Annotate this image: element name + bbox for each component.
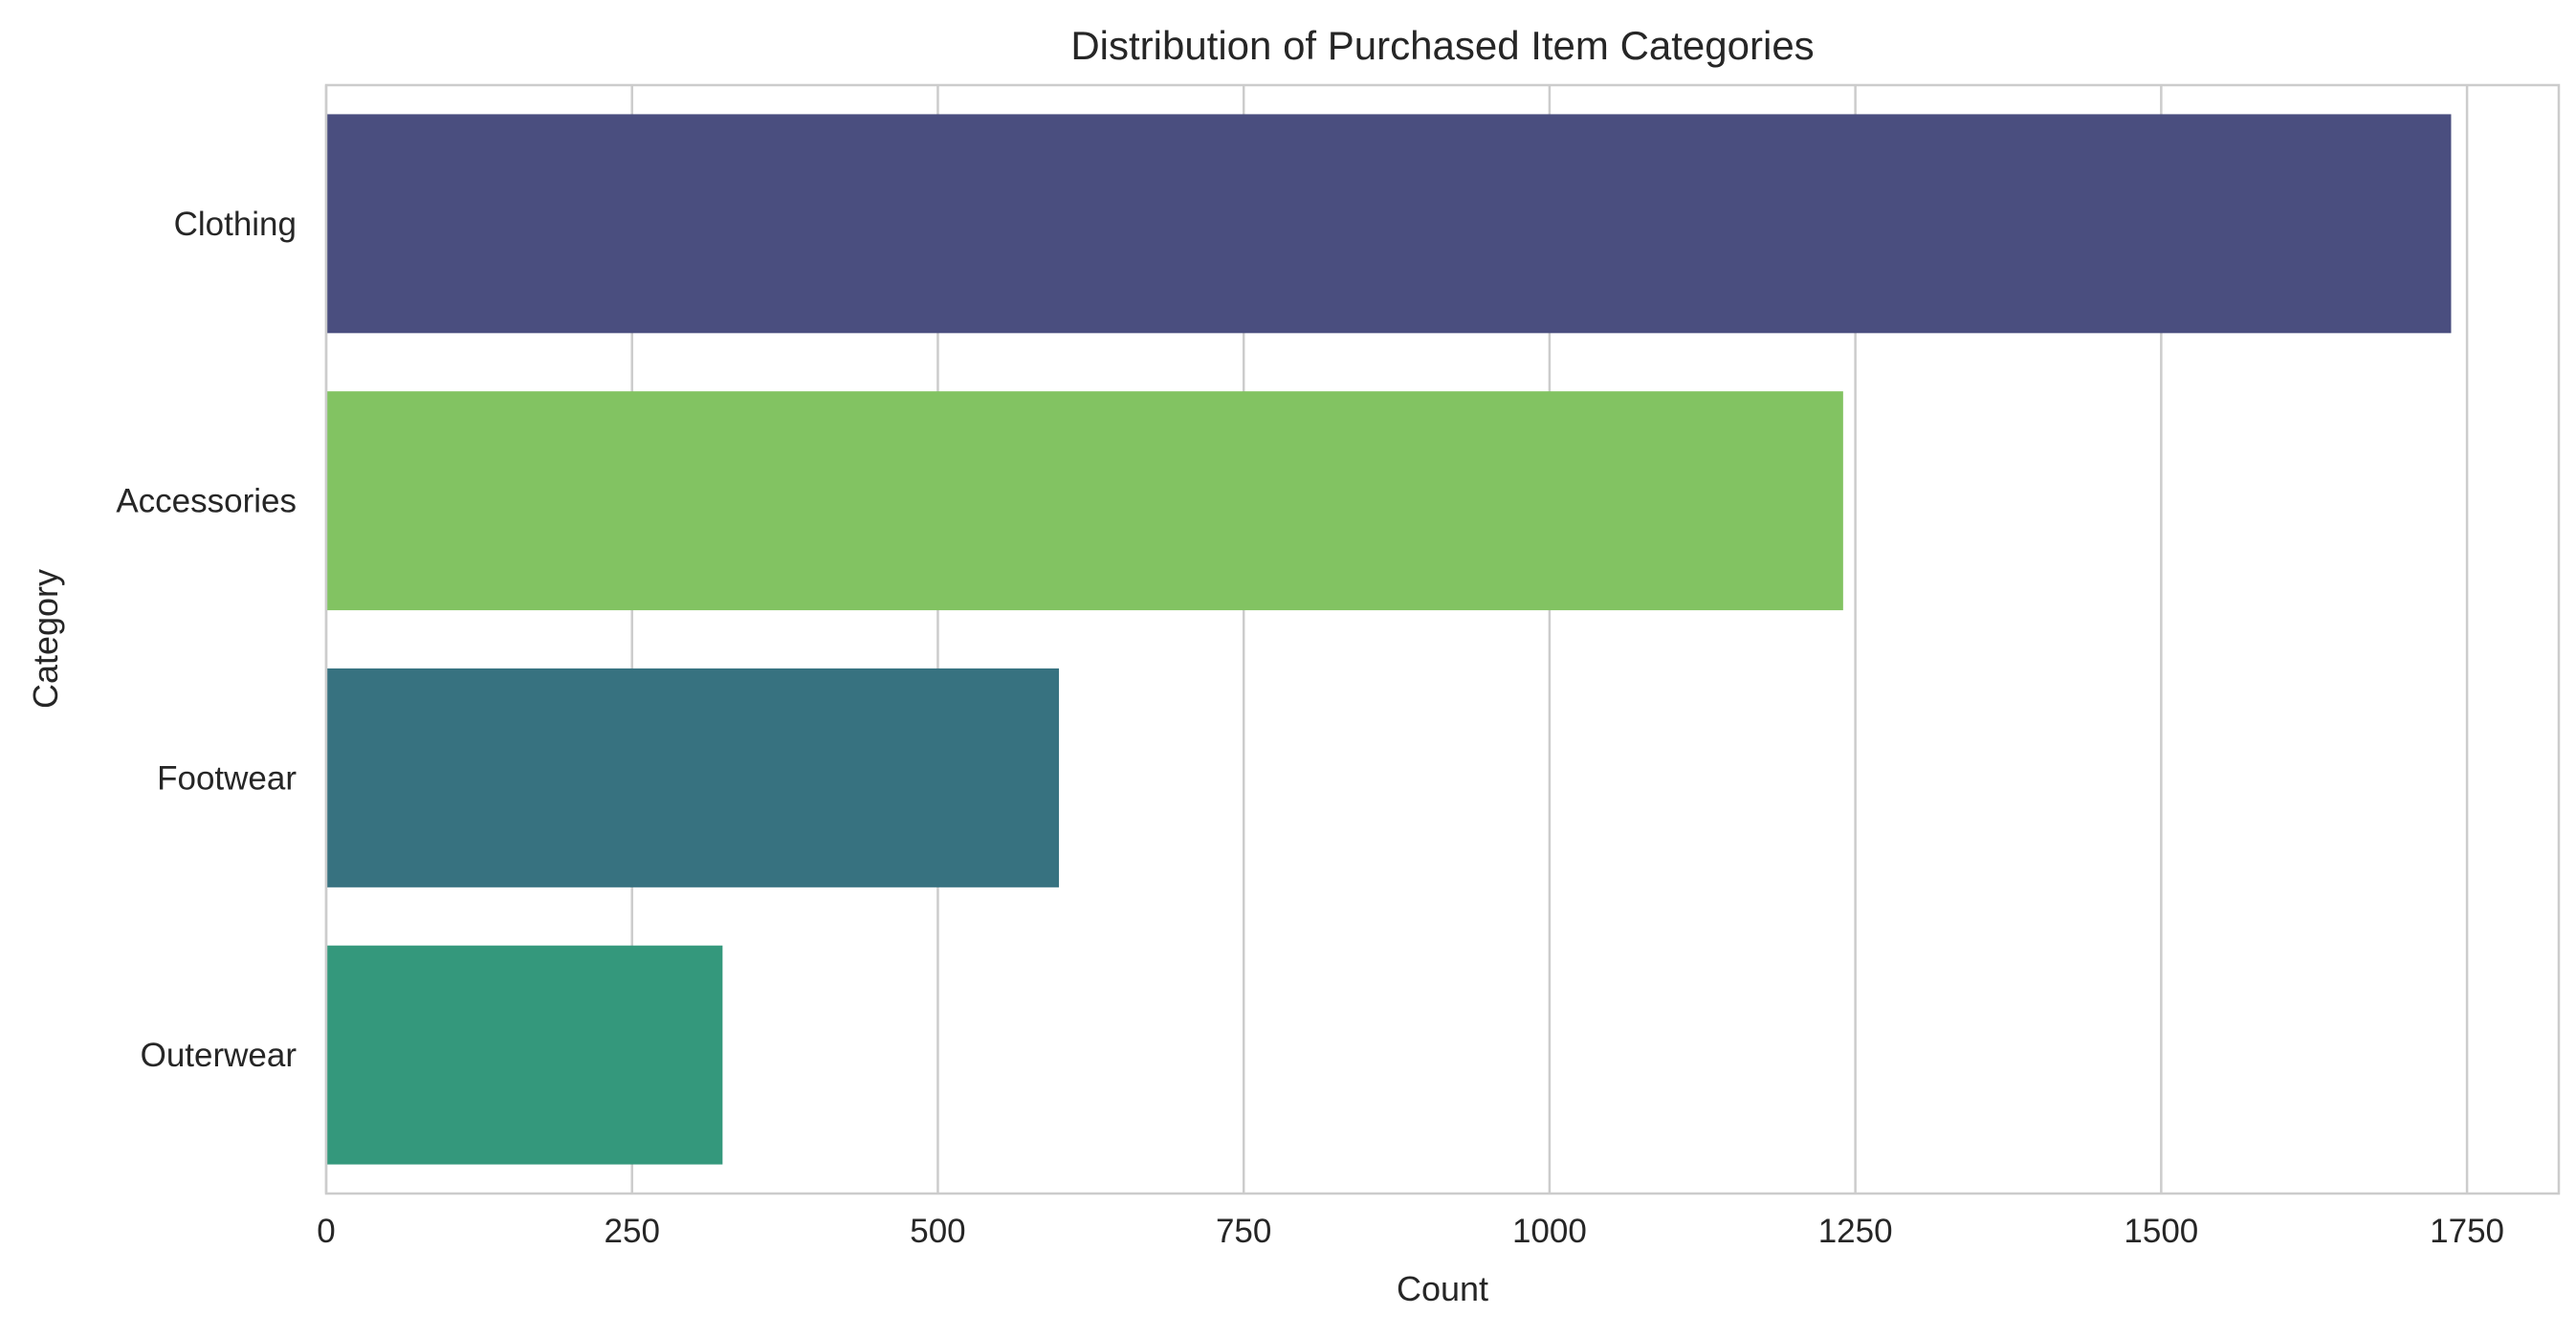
x-tick-label: 1250	[1818, 1213, 1893, 1250]
x-tick-label: 0	[317, 1213, 335, 1250]
x-axis-label: Count	[1397, 1269, 1488, 1308]
bar-footwear	[326, 668, 1060, 888]
x-tick-labels: 0 250 500 750 1000 1250 1500 1750	[317, 1213, 2504, 1250]
bars	[326, 114, 2452, 1165]
y-tick-label: Accessories	[116, 483, 297, 520]
bar-accessories	[326, 391, 1843, 611]
y-tick-label: Outerwear	[141, 1037, 297, 1074]
bar-outerwear	[326, 945, 723, 1165]
x-tick-label: 500	[910, 1213, 965, 1250]
y-tick-labels: Clothing Accessories Footwear Outerwear	[116, 206, 297, 1074]
x-tick-label: 750	[1216, 1213, 1271, 1250]
bar-clothing	[326, 114, 2452, 334]
x-tick-label: 1750	[2430, 1213, 2504, 1250]
y-axis-label: Category	[26, 569, 65, 709]
chart-title: Distribution of Purchased Item Categorie…	[1070, 23, 1814, 68]
y-tick-label: Footwear	[157, 759, 297, 797]
x-tick-label: 1000	[1512, 1213, 1587, 1250]
x-tick-label: 1500	[2124, 1213, 2198, 1250]
y-tick-label: Clothing	[174, 206, 297, 243]
plot-frame	[324, 83, 2561, 1195]
x-tick-label: 250	[605, 1213, 660, 1250]
